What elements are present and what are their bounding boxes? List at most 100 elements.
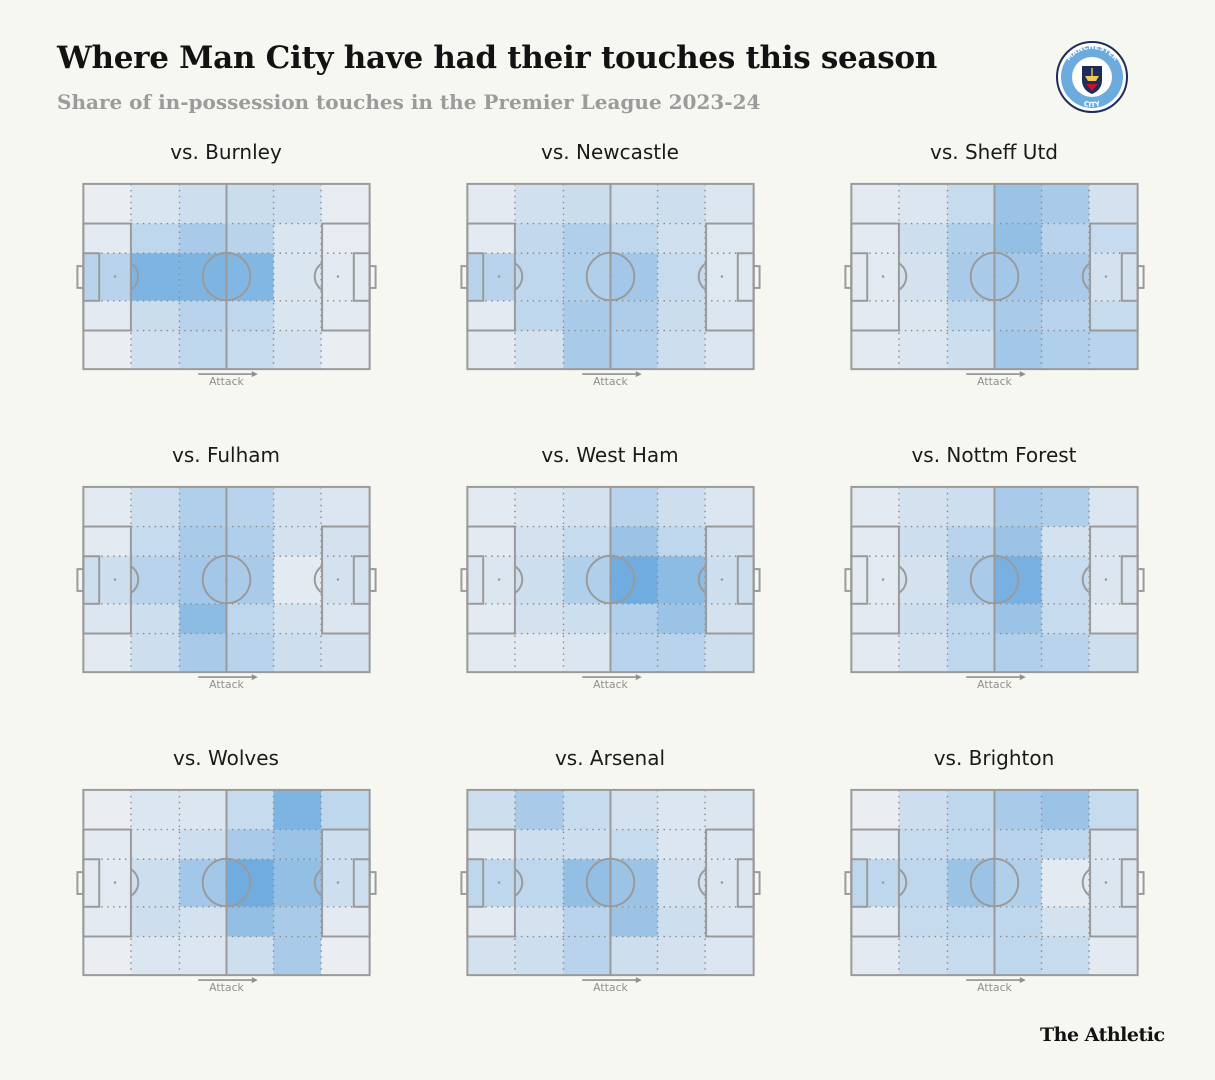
heat-cell	[467, 330, 515, 370]
heat-cell	[1041, 789, 1090, 830]
heat-cell	[610, 183, 658, 224]
heat-cell	[851, 789, 899, 830]
heat-cell	[657, 789, 706, 830]
heat-cell	[851, 330, 899, 370]
panel-title: vs. Sheff Utd	[930, 140, 1058, 164]
heat-cell	[563, 300, 610, 331]
heat-cell	[898, 300, 948, 331]
heat-cell	[851, 859, 899, 907]
heat-cell	[898, 789, 948, 830]
heat-cell	[705, 556, 754, 604]
heat-cell	[1041, 829, 1090, 860]
pitch-heatmap: Attack	[76, 788, 377, 994]
attack-label: Attack	[593, 678, 628, 691]
heat-cell	[705, 603, 754, 634]
heat-cell	[563, 936, 610, 976]
heat-cell	[657, 633, 706, 673]
heat-cell	[130, 300, 180, 331]
heat-cell	[947, 829, 994, 860]
heat-cell	[610, 330, 658, 370]
heatmap-panel: vs. Arsenal Attack	[460, 746, 761, 996]
heat-cell	[514, 936, 564, 976]
heat-cell	[947, 936, 994, 976]
heat-cell	[947, 223, 994, 254]
heat-cell	[851, 486, 899, 527]
heat-cell	[1041, 603, 1090, 634]
heat-cell	[705, 906, 754, 937]
heat-cell	[705, 829, 754, 860]
heat-cell	[467, 253, 515, 301]
heat-cell	[467, 183, 515, 224]
panel-title: vs. Fulham	[171, 443, 281, 467]
panel-title: vs. Wolves	[173, 746, 279, 770]
heat-cell	[1089, 789, 1138, 830]
heat-cell	[467, 906, 515, 937]
heat-cell	[179, 829, 226, 860]
heat-cell	[179, 330, 226, 370]
heat-cell	[851, 906, 899, 937]
heat-cell	[705, 253, 754, 301]
heat-cell	[994, 829, 1042, 860]
heat-cell	[563, 223, 610, 254]
heat-cell	[1089, 936, 1138, 976]
heat-cell	[898, 603, 948, 634]
heat-cell	[994, 906, 1042, 937]
svg-text:CITY: CITY	[1083, 100, 1102, 109]
heat-cell	[179, 603, 226, 634]
heat-cell	[947, 330, 994, 370]
heat-cell	[1041, 223, 1090, 254]
heatmap-panel: vs. Newcastle Attack	[460, 140, 761, 390]
heat-cell	[563, 633, 610, 673]
heat-cell	[610, 829, 658, 860]
heat-cell	[947, 906, 994, 937]
heat-cell	[851, 603, 899, 634]
heat-cell	[83, 486, 131, 527]
heat-cell	[1089, 906, 1138, 937]
pitch-heatmap: Attack	[844, 182, 1145, 388]
heat-cell	[83, 906, 131, 937]
heat-cell	[851, 253, 899, 301]
heat-cell	[321, 603, 370, 634]
heat-cell	[994, 526, 1042, 557]
heat-cell	[851, 300, 899, 331]
heat-cell	[947, 300, 994, 331]
heat-cell	[273, 486, 322, 527]
panel-title: vs. Newcastle	[541, 140, 679, 164]
heat-cell	[851, 556, 899, 604]
heat-cell	[179, 223, 226, 254]
pitch-heatmap: Attack	[460, 485, 761, 691]
attack-label: Attack	[209, 375, 244, 388]
crest-ship-icon	[1085, 76, 1099, 81]
heat-cell	[273, 603, 322, 634]
heat-cell	[610, 486, 658, 527]
heat-cell	[563, 789, 610, 830]
heat-cell	[947, 486, 994, 527]
heat-cell	[1089, 300, 1138, 331]
heat-cell	[1089, 253, 1138, 301]
heat-cell	[83, 556, 131, 604]
heat-cell	[705, 526, 754, 557]
heat-cell	[994, 789, 1042, 830]
heat-cell	[130, 486, 180, 527]
heat-cell	[467, 486, 515, 527]
heat-cell	[83, 859, 131, 907]
panel-title: vs. Nottm Forest	[911, 443, 1077, 467]
heat-cell	[179, 300, 226, 331]
heat-cell	[321, 300, 370, 331]
heat-cell	[1041, 859, 1090, 907]
heat-cell	[130, 223, 180, 254]
heat-cell	[994, 486, 1042, 527]
heat-cell	[321, 486, 370, 527]
heat-cell	[514, 300, 564, 331]
heat-cell	[705, 789, 754, 830]
heat-cell	[514, 526, 564, 557]
heat-cell	[1089, 486, 1138, 527]
heat-cell	[321, 253, 370, 301]
heat-cell	[705, 936, 754, 976]
heat-cell	[179, 633, 226, 673]
pitch-heatmap: Attack	[460, 788, 761, 994]
heat-cell	[273, 253, 322, 301]
heat-cell	[83, 330, 131, 370]
heat-cell	[705, 223, 754, 254]
heatmap-panel: vs. Wolves Attack	[76, 746, 377, 996]
